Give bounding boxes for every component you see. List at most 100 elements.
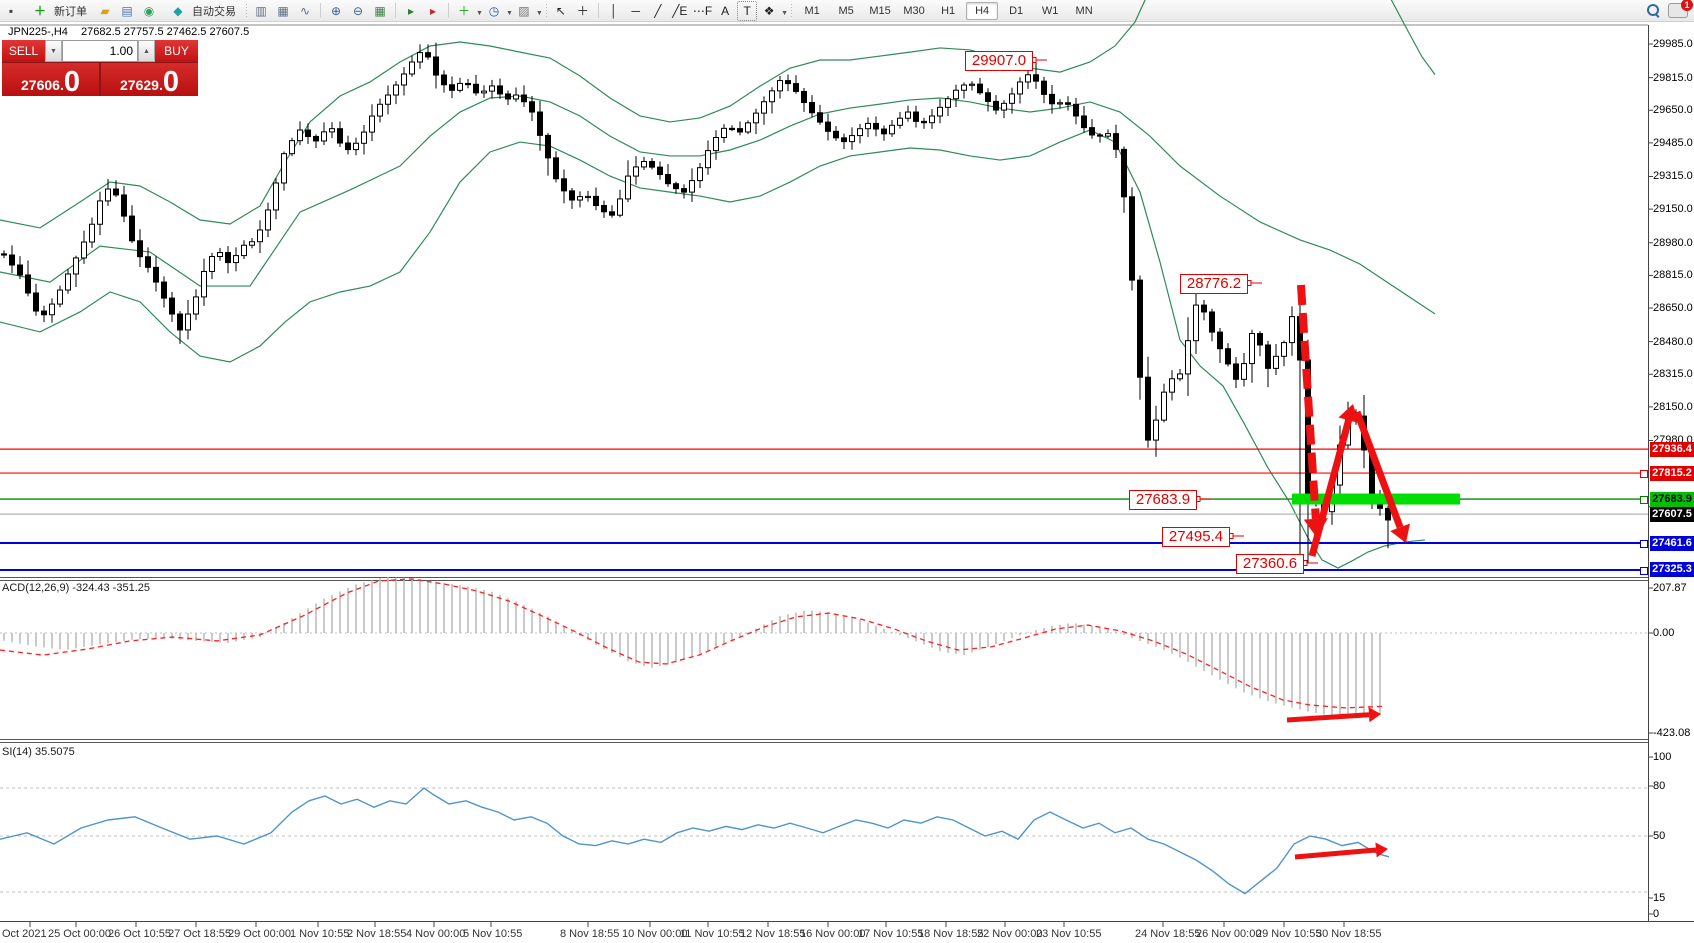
price-tag-27936.4[interactable]: 27936.4 [1650,441,1694,457]
price-annotation-29907.0[interactable]: 29907.0 [965,51,1033,71]
timeframe-M1[interactable]: M1 [804,4,820,17]
arrows-icon[interactable]: ❖ [763,3,775,18]
candle-body [745,122,751,133]
candle-body [561,178,567,192]
market-watch-icon[interactable]: ▤ [121,3,133,18]
auto-scroll-icon[interactable]: ▸ [407,3,415,18]
chat-icon[interactable]: 1 [1668,0,1693,18]
trendline-icon[interactable]: ╱ [654,3,662,18]
timeframe-MN[interactable]: MN [1075,4,1093,17]
candle-body [481,90,487,94]
price-tag-27461.6[interactable]: 27461.6 [1650,535,1694,551]
candle-body [1233,363,1239,380]
new-order-button[interactable]: ＋ 新订单 [23,1,93,21]
text-icon[interactable]: A [721,3,730,18]
hline-drag-handle[interactable] [1640,566,1648,575]
sell-price[interactable]: 27606 . 0 [2,63,99,96]
candle-body [889,124,895,135]
macd-signal-line [0,578,1387,709]
candle-body [257,229,263,243]
candle-body [353,142,359,151]
price-tag-27815.2[interactable]: 27815.2 [1650,465,1694,481]
autotrade-button[interactable]: ◆ 自动交易 [161,1,242,21]
candle-body [1137,279,1143,378]
candle-body [209,256,215,272]
price-tag-27683.9[interactable]: 27683.9 [1650,491,1694,507]
candle-body [753,112,759,124]
rsi-axis-label: 0 [1653,908,1660,920]
arrows-icon-dropdown[interactable]: ▼ [781,9,789,17]
candle-body [241,244,247,257]
crosshair-icon[interactable]: ＋ [576,3,589,18]
timeframe-H4[interactable]: H4 [966,1,999,20]
candle-body [281,153,287,184]
candle-body [1121,148,1127,198]
zoom-out-icon[interactable]: ⊖ [352,3,364,18]
candle-body [1249,333,1255,365]
fibonacci-icon[interactable]: ⋯F [692,3,713,18]
timeframe-D1[interactable]: D1 [1009,4,1024,17]
indicators-icon[interactable]: ＋ [457,3,470,18]
candle-body [969,83,975,86]
hline-drag-handle[interactable] [1640,470,1648,479]
templates-icon[interactable]: ▨ [518,3,530,18]
zoom-in-icon[interactable]: ⊕ [330,3,342,18]
volume-down-button[interactable]: ▼ [45,40,62,62]
price-annotation-27683.9[interactable]: 27683.9 [1129,490,1197,510]
candle-body [513,94,519,100]
rsi-direction-arrow[interactable] [1294,847,1377,860]
price-annotation-27495.4[interactable]: 27495.4 [1162,527,1230,547]
line-chart-icon[interactable]: ∿ [299,3,311,18]
tile-windows-icon[interactable]: ▦ [374,3,386,18]
search-icon[interactable] [1647,4,1660,18]
volume-input[interactable] [62,40,138,62]
support-highlight-bar[interactable] [1292,493,1460,505]
periods-icon[interactable]: ◷ [488,3,500,18]
buy-price-pip: 0 [162,65,179,98]
hline-drag-handle[interactable] [1640,496,1648,505]
macd-label: ACD(12,26,9) -324.43 -351.25 [2,582,150,594]
reject-down-arrow[interactable] [1353,410,1404,529]
candle-body [873,122,879,130]
price-annotation-28776.2[interactable]: 28776.2 [1180,274,1248,294]
impulse-down-arrow[interactable] [1297,284,1320,520]
candle-body [553,157,559,180]
candle-body [945,98,951,108]
buy-button[interactable]: BUY [155,40,198,62]
candlestick-chart-icon[interactable]: ▦ [277,3,289,18]
candle-body [1193,304,1199,342]
volume-up-button[interactable]: ▲ [138,40,155,62]
timeframe-W1[interactable]: W1 [1041,4,1059,17]
indicators-icon-dropdown[interactable]: ▼ [476,9,483,17]
chart-shift-icon[interactable]: ▸ [429,3,437,18]
equidistant-channel-icon[interactable]: ╱E [672,3,688,18]
bounce-up-arrow[interactable] [1308,419,1353,557]
candle-body [1153,419,1159,441]
candle-body [1057,102,1063,105]
price-tag-27607.5[interactable]: 27607.5 [1650,506,1694,522]
signals-icon[interactable]: ◉ [143,3,155,18]
hline-drag-handle[interactable] [1640,540,1648,548]
periods-icon-dropdown[interactable]: ▼ [505,9,513,17]
candle-body [193,296,199,315]
timeframe-M5[interactable]: M5 [838,4,854,17]
timeframe-M15[interactable]: M15 [869,4,891,17]
window-icon[interactable]: ▪ [8,3,14,18]
buy-price[interactable]: 27629 . 0 [101,63,198,96]
chart-title: JPN225-,H4 27682.5 27757.5 27462.5 27607… [8,26,249,38]
timeframe-M30[interactable]: M30 [903,4,925,17]
time-axis-label: 29 Nov 10:55 [1256,928,1322,940]
timeframe-H1[interactable]: H1 [941,4,956,17]
text-label-icon[interactable]: T [737,0,758,21]
templates-icon-dropdown[interactable]: ▼ [535,9,543,17]
gold-bars-icon[interactable]: ▰ [100,3,110,18]
horizontal-line-icon[interactable]: ─ [631,3,641,18]
macd-direction-arrow[interactable] [1286,712,1370,723]
sell-button[interactable]: SELL [2,40,45,62]
cursor-icon[interactable]: ↖ [555,3,566,18]
price-tag-27325.3[interactable]: 27325.3 [1650,562,1694,578]
bar-chart-icon[interactable]: ▥ [255,3,267,18]
price-annotation-27360.6[interactable]: 27360.6 [1236,554,1304,574]
vertical-line-icon[interactable]: │ [610,3,618,18]
